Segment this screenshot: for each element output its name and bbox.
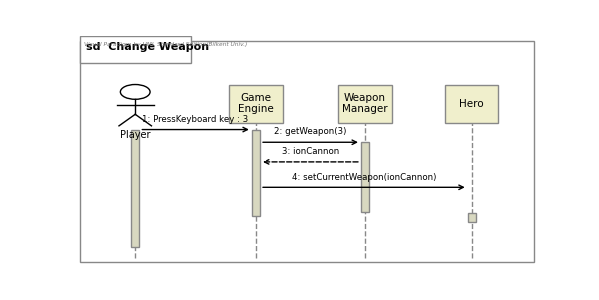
Text: 1: PressKeyboard key : 3: 1: PressKeyboard key : 3 bbox=[143, 115, 249, 124]
Bar bbox=[361, 142, 369, 212]
Bar bbox=[445, 85, 498, 123]
Text: Player: Player bbox=[120, 130, 150, 140]
Text: Weapon
Manager: Weapon Manager bbox=[342, 93, 388, 114]
Text: sd  Change Weapon: sd Change Weapon bbox=[86, 42, 210, 52]
Bar bbox=[338, 85, 392, 123]
Text: Game
Engine: Game Engine bbox=[238, 93, 274, 114]
Bar bbox=[80, 37, 191, 63]
Bar bbox=[131, 130, 140, 248]
Text: 3: ionCannon: 3: ionCannon bbox=[282, 147, 339, 156]
Bar bbox=[229, 85, 283, 123]
Bar bbox=[252, 130, 260, 216]
Text: Hero: Hero bbox=[459, 99, 484, 109]
Text: Visual Paradigm by UML Standard Edition(Bilkent Univ.): Visual Paradigm by UML Standard Edition(… bbox=[84, 42, 247, 47]
Circle shape bbox=[120, 85, 150, 99]
Bar bbox=[468, 213, 476, 222]
Text: 4: setCurrentWeapon(ionCannon): 4: setCurrentWeapon(ionCannon) bbox=[292, 172, 436, 182]
Text: 2: getWeapon(3): 2: getWeapon(3) bbox=[274, 128, 347, 136]
